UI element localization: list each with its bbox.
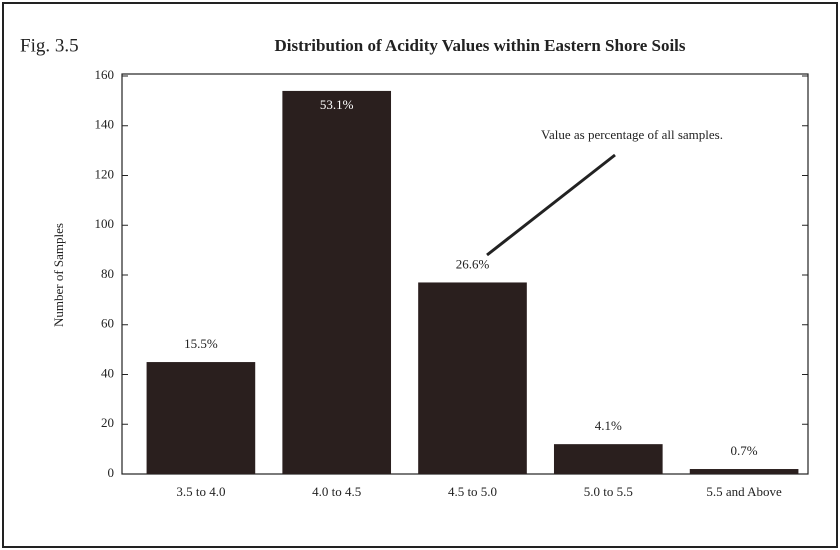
annotation-line bbox=[486, 153, 616, 257]
y-tick-label: 60 bbox=[101, 316, 114, 331]
y-tick-label: 120 bbox=[95, 166, 115, 181]
y-tick-label: 40 bbox=[101, 365, 114, 380]
y-tick-label: 80 bbox=[101, 266, 114, 281]
bar bbox=[418, 282, 527, 474]
annotation: Value as percentage of all samples. bbox=[541, 127, 723, 142]
value-label: 4.1% bbox=[595, 418, 622, 433]
value-label: 53.1% bbox=[320, 97, 354, 112]
bar bbox=[282, 90, 392, 475]
value-label: 15.5% bbox=[184, 336, 218, 351]
y-axis-label: Number of Samples bbox=[51, 223, 66, 327]
bar bbox=[689, 469, 799, 474]
y-tick-label: 160 bbox=[95, 67, 115, 82]
y-tick-label: 100 bbox=[95, 216, 115, 231]
x-tick-label: 5.5 and Above bbox=[706, 484, 782, 499]
x-tick-label: 3.5 to 4.0 bbox=[176, 484, 225, 499]
x-tick-label: 4.0 to 4.5 bbox=[312, 484, 361, 499]
bar bbox=[553, 444, 663, 474]
x-tick-label: 5.0 to 5.5 bbox=[584, 484, 633, 499]
figure-label: Fig. 3.5 bbox=[20, 35, 79, 56]
x-tick-label: 4.5 to 5.0 bbox=[448, 484, 497, 499]
y-tick-label: 140 bbox=[95, 117, 115, 132]
value-label: 26.6% bbox=[456, 256, 490, 271]
value-label: 0.7% bbox=[731, 443, 758, 458]
chart-title: Distribution of Acidity Values within Ea… bbox=[274, 36, 685, 55]
y-tick-label: 0 bbox=[108, 465, 115, 480]
y-tick-label: 20 bbox=[101, 415, 114, 430]
bar bbox=[146, 362, 256, 474]
